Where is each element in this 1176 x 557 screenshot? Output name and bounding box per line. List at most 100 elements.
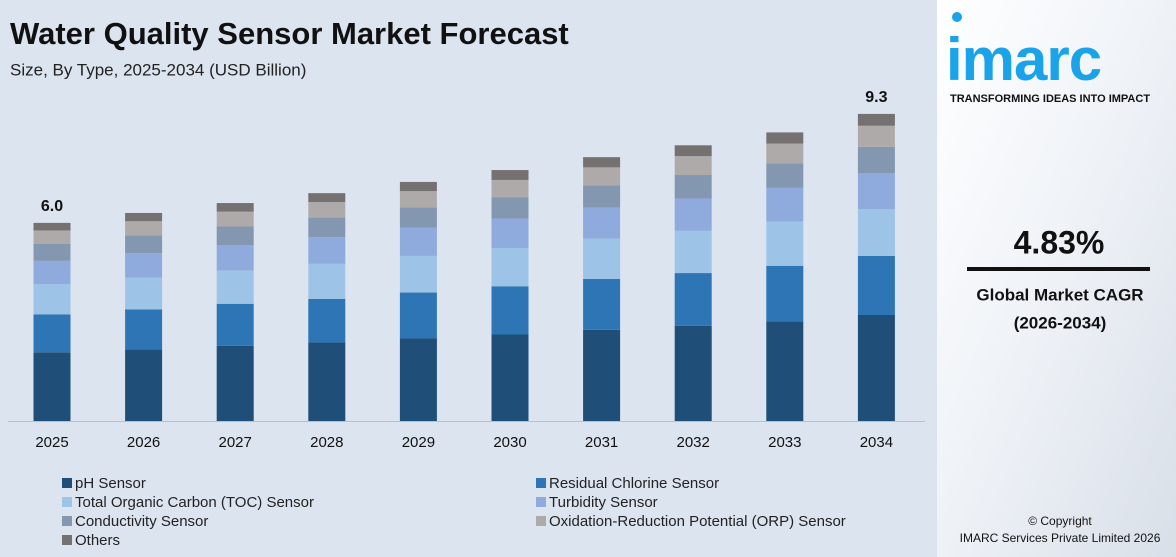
bar-segment	[857, 146, 895, 174]
bar-segment	[583, 329, 621, 421]
legend-swatch	[536, 516, 546, 526]
x-tick-label: 2031	[585, 434, 618, 451]
bar-segment	[33, 352, 71, 421]
total-label: 6.0	[41, 198, 63, 215]
x-tick-label: 2025	[35, 434, 68, 451]
bar-segment	[674, 273, 712, 326]
bar-segment	[33, 314, 71, 353]
cagr-period: (2026-2034)	[1014, 313, 1107, 332]
x-tick-label: 2032	[677, 434, 710, 451]
bar-segment	[216, 244, 254, 271]
bar-segment	[766, 163, 804, 188]
bar-segment	[766, 132, 804, 144]
bar-segment	[33, 222, 71, 231]
bar-segment	[857, 113, 895, 126]
bar-segment	[33, 230, 71, 245]
legend-label: Residual Chlorine Sensor	[549, 475, 719, 492]
bar-segment	[674, 198, 712, 231]
bar-segment	[399, 255, 437, 293]
legend-label: Conductivity Sensor	[75, 513, 208, 530]
bar-segment	[491, 170, 529, 180]
sidebar-background	[937, 0, 1176, 557]
legend-label: Total Organic Carbon (TOC) Sensor	[75, 494, 314, 511]
bar-segment	[216, 226, 254, 245]
bar-segment	[583, 279, 621, 330]
bar-segment	[857, 125, 895, 147]
bar-segment	[216, 211, 254, 227]
bar-segment	[308, 217, 346, 238]
bar-segment	[308, 342, 346, 421]
x-tick-label: 2028	[310, 434, 343, 451]
bar-segment	[308, 202, 346, 218]
bar-segment	[674, 145, 712, 157]
bar-segment	[766, 265, 804, 322]
bar-segment	[216, 203, 254, 212]
bar-segment	[308, 298, 346, 343]
cagr-value: 4.83%	[1014, 224, 1105, 260]
bar-segment	[674, 156, 712, 175]
bar-segment	[308, 193, 346, 203]
bar-segment	[399, 181, 437, 192]
bar-segment	[583, 167, 621, 186]
legend-label: pH Sensor	[75, 475, 146, 492]
bar-segment	[216, 270, 254, 304]
bar-segment	[216, 345, 254, 421]
chart-title: Water Quality Sensor Market Forecast	[10, 16, 569, 51]
bar-segment	[125, 349, 163, 421]
bar-segment	[399, 338, 437, 421]
copyright: © Copyright	[1028, 514, 1092, 528]
bar-segment	[33, 283, 71, 315]
bar-segment	[125, 235, 163, 254]
bar-segment	[491, 218, 529, 248]
bar-segment	[674, 325, 712, 421]
bar-segment	[766, 221, 804, 266]
total-label: 9.3	[865, 89, 887, 106]
bar-segment	[125, 309, 163, 350]
logo: imarc	[946, 26, 1101, 93]
bar-segment	[491, 197, 529, 219]
legend-label: Turbidity Sensor	[549, 494, 658, 511]
bar-segment	[33, 244, 71, 261]
bar-segment	[399, 292, 437, 339]
bar-segment	[491, 334, 529, 421]
legend-swatch	[536, 478, 546, 488]
bar-segment	[583, 238, 621, 280]
legend-label: Others	[75, 532, 120, 549]
bar-segment	[674, 174, 712, 199]
bar-segment	[308, 237, 346, 264]
bar-segment	[308, 263, 346, 299]
legend-label: Oxidation-Reduction Potential (ORP) Sens…	[549, 513, 846, 530]
bar-segment	[491, 247, 529, 287]
bar-segment	[125, 221, 163, 236]
cagr-rule	[967, 267, 1150, 271]
bar-segment	[216, 303, 254, 346]
x-tick-label: 2026	[127, 434, 160, 451]
legend-swatch	[536, 497, 546, 507]
bar-segment	[674, 230, 712, 274]
logo-dot	[952, 12, 962, 22]
bar-segment	[766, 321, 804, 421]
tagline: TRANSFORMING IDEAS INTO IMPACT	[950, 93, 1150, 105]
bar-segment	[125, 253, 163, 278]
bar-segment	[399, 227, 437, 256]
bar-segment	[583, 207, 621, 239]
bar-segment	[125, 277, 163, 310]
legend-swatch	[62, 516, 72, 526]
bar-segment	[857, 315, 895, 421]
legend-swatch	[62, 478, 72, 488]
bar-segment	[857, 173, 895, 210]
bar-segment	[857, 209, 895, 256]
bar-segment	[491, 179, 529, 198]
legend-swatch	[62, 497, 72, 507]
bar-segment	[125, 212, 163, 222]
bar-segment	[766, 143, 804, 164]
bar-segment	[583, 157, 621, 168]
bar-segment	[399, 207, 437, 228]
bar-segment	[766, 187, 804, 222]
bar-segment	[583, 185, 621, 208]
legend-swatch	[62, 535, 72, 545]
company: IMARC Services Private Limited 2026	[960, 531, 1161, 545]
x-tick-label: 2029	[402, 434, 435, 451]
